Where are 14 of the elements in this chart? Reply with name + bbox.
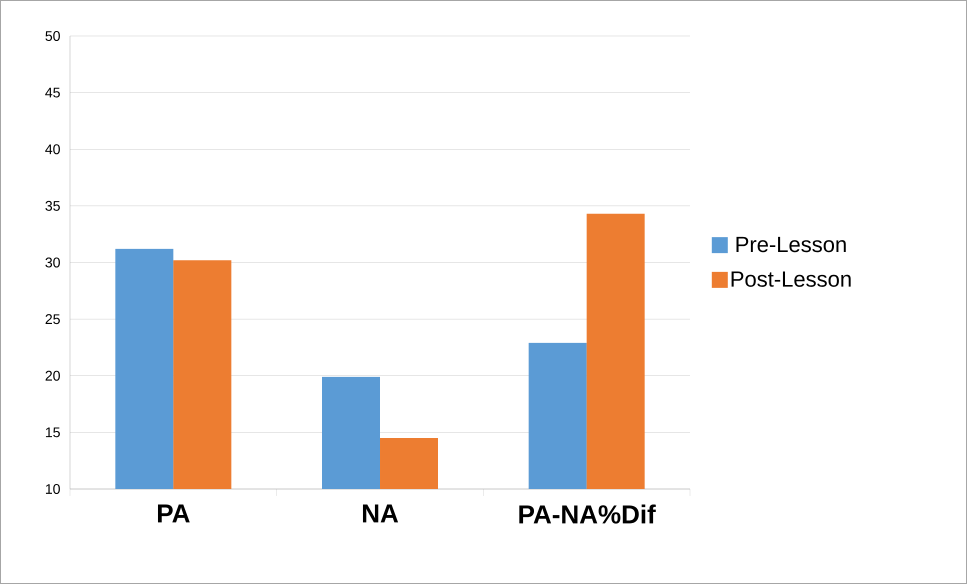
y-tick-label: 25 xyxy=(46,314,60,324)
y-tick-label: 50 xyxy=(45,31,60,41)
y-tick-label: 10 xyxy=(46,484,60,494)
y-tick-label: 30 xyxy=(45,258,60,268)
y-tick-label: 15 xyxy=(46,427,60,438)
y-tick-label: 20 xyxy=(46,370,60,381)
y-tick-label: 45 xyxy=(45,88,60,98)
legend-label: Pre-Lesson xyxy=(736,236,846,252)
y-tick-label: 35 xyxy=(45,200,60,211)
x-tick-label: PA-NA%Dif xyxy=(519,504,656,524)
legend-label: Post-Lesson xyxy=(732,272,851,287)
x-tick-label: NA xyxy=(362,504,398,522)
y-tick-label: 40 xyxy=(45,144,60,154)
x-tick-label: PA xyxy=(158,504,190,522)
